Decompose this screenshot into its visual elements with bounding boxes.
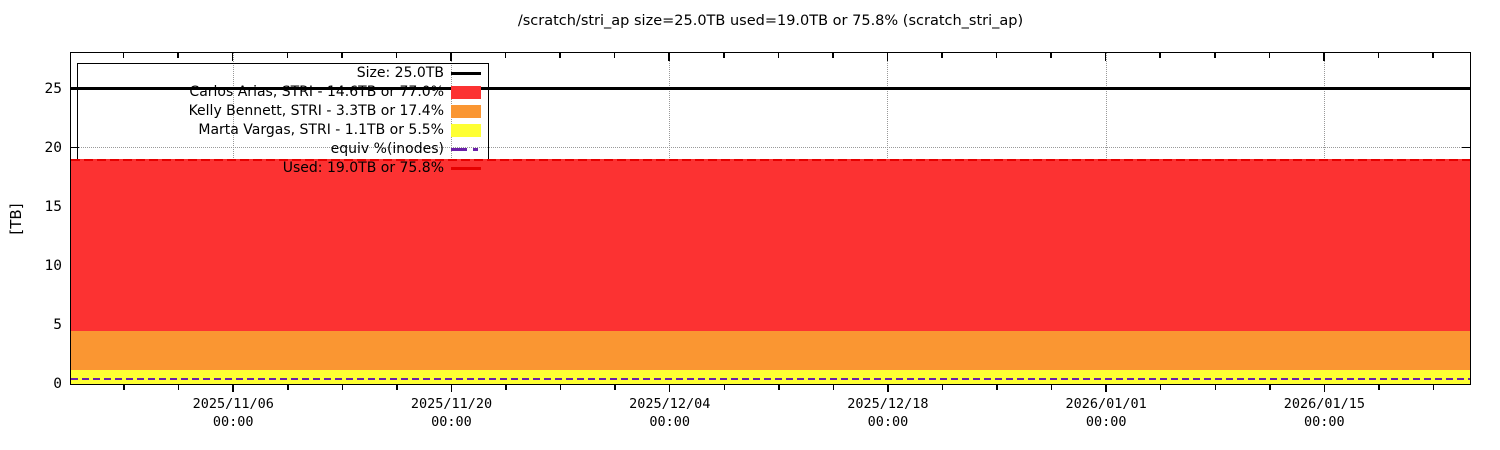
x-tick-bottom [232,385,234,392]
x-tick-bottom [177,385,180,390]
legend-entry-label: equiv %(inodes) [330,141,444,157]
x-tick-bottom [668,385,671,392]
x-tick-top [1323,53,1325,61]
x-tick-bottom [941,385,944,390]
x-tick-label: 2025/11/06 00:00 [192,396,274,430]
x-tick-label: 2025/11/20 00:00 [410,396,493,430]
x-tick-bottom [1214,385,1217,390]
y-tick-label: 25 [44,80,62,97]
x-tick-bottom [887,385,889,392]
legend-sample-dashdot [451,148,481,151]
x-tick-top [1268,53,1271,58]
x-tick-top [1159,53,1161,58]
legend-entry-label: Used: 19.0TB or 75.8% [282,160,444,176]
x-tick-bottom [996,385,998,390]
y-tick-label: 0 [53,375,62,392]
y-gridline [71,147,1470,149]
y-tick-left [71,146,79,149]
x-tick-bottom [1378,385,1380,390]
x-tick-top [723,53,725,58]
plot-area: Size: 25.0TB Carlos Arias, STRI - 14.6TB … [70,52,1471,385]
legend-row: Marta Vargas, STRI - 1.1TB or 5.5% [77,121,489,140]
legend-entry-label: Size: 25.0TB [356,65,444,81]
y-tick-label: 20 [44,139,62,156]
x-tick-top [286,53,289,58]
x-tick-top [1214,53,1216,58]
y-tick-label: 10 [44,257,62,274]
x-tick-label: 2026/01/01 00:00 [1065,396,1147,430]
x-tick-bottom [287,385,289,390]
chart-title: /scratch/stri_ap size=25.0TB used=19.0TB… [517,13,1024,29]
legend-row: Used: 19.0TB or 75.8% [77,159,489,178]
legend-entry-label: Kelly Bennett, STRI - 3.3TB or 17.4% [188,103,444,119]
y-axis-label: [TB] [7,203,25,235]
x-tick-bottom [123,385,125,390]
x-tick-top [1104,53,1107,61]
y-tick-right [1462,146,1470,149]
x-tick-top [1432,53,1434,58]
x-tick-top [177,53,179,58]
x-tick-label: 2026/01/15 00:00 [1283,396,1366,430]
legend-sample-box [451,86,481,99]
x-tick-label: 2025/12/04 00:00 [629,396,711,430]
x-tick-bottom [559,385,562,390]
x-tick-top [122,53,125,58]
x-tick-top [1377,53,1380,58]
series-fill-marta-vargas-stri [71,370,1470,384]
x-tick-bottom [1105,385,1107,392]
x-tick-top [886,53,889,61]
x-tick-bottom [778,385,780,390]
x-tick-top [1050,53,1052,58]
legend-sample-box [451,124,481,137]
x-tick-top [995,53,998,58]
size-line [71,86,1470,90]
used-line [71,159,1470,162]
x-tick-top [777,53,780,58]
inodes-line [71,377,1470,380]
x-tick-top [395,53,398,58]
legend-sample-box [451,105,481,118]
x-tick-top [559,53,561,58]
x-tick-label: 2025/12/18 00:00 [847,396,929,430]
x-tick-bottom [1323,385,1326,392]
x-tick-bottom [1050,385,1053,390]
x-tick-bottom [1269,385,1271,390]
x-tick-top [231,53,234,61]
y-tick-label: 15 [44,198,62,215]
legend-sample-line [451,167,481,170]
x-tick-top [668,53,670,61]
x-tick-bottom [832,385,835,390]
x-tick-top [450,53,452,61]
x-tick-bottom [450,385,453,392]
x-tick-bottom [505,385,507,390]
y-tick-label: 5 [53,316,62,333]
x-tick-top [613,53,616,58]
legend-sample-line [451,72,481,75]
x-tick-bottom [723,385,725,390]
x-tick-top [832,53,834,58]
x-tick-bottom [396,385,398,390]
legend-layer: Size: 25.0TB Carlos Arias, STRI - 14.6TB … [71,53,1470,384]
legend-entries: Size: 25.0TB Carlos Arias, STRI - 14.6TB … [77,64,489,178]
legend-row: Carlos Arias, STRI - 14.6TB or 77.0% [77,83,489,102]
series-fills-layer [71,53,1470,384]
x-tick-bottom [614,385,616,390]
x-tick-bottom [341,385,344,390]
legend-entry-label: Carlos Arias, STRI - 14.6TB or 77.0% [189,84,444,100]
legend-row: Size: 25.0TB [77,64,489,83]
x-tick-top [504,53,507,58]
x-tick-top [941,53,943,58]
x-tick-top [341,53,343,58]
legend-entry-label: Marta Vargas, STRI - 1.1TB or 5.5% [198,122,444,138]
legend-row: equiv %(inodes) [77,140,489,159]
legend-row: Kelly Bennett, STRI - 3.3TB or 17.4% [77,102,489,121]
x-tick-bottom [1432,385,1435,390]
x-tick-bottom [1159,385,1162,390]
